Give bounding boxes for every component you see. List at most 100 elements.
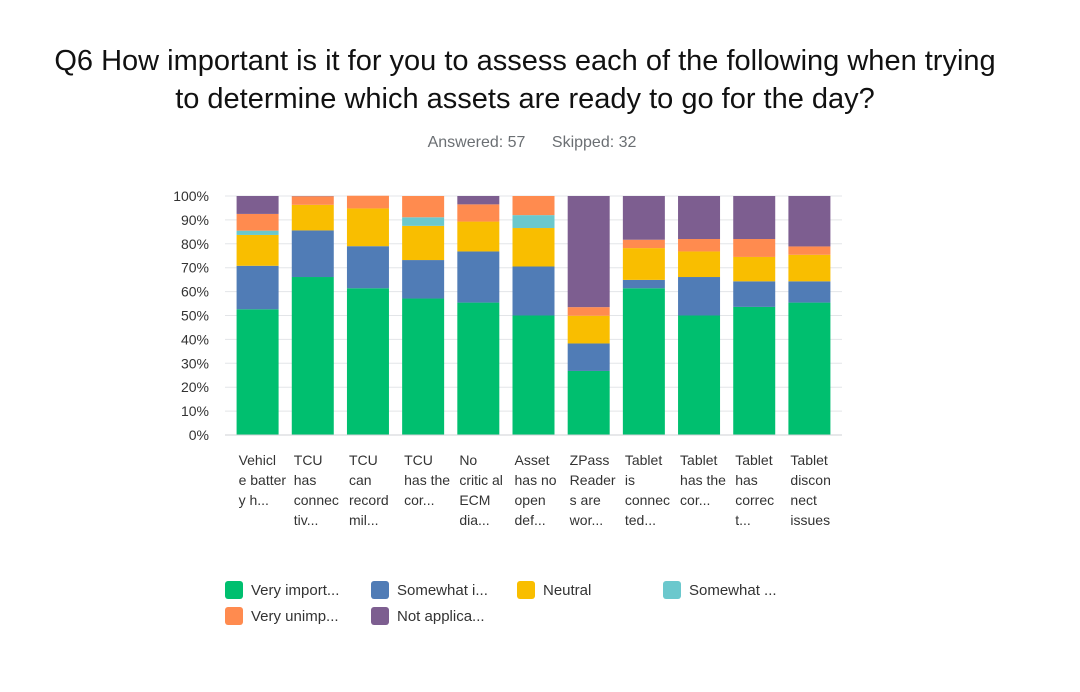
bar-segment[interactable] (788, 254, 831, 282)
bar-segment[interactable] (512, 315, 555, 436)
legend-label: Somewhat ... (689, 581, 777, 599)
y-tick-label: 40% (181, 331, 209, 347)
answered-count: Answered: 57 (427, 134, 526, 151)
bar-segment[interactable] (788, 246, 831, 255)
x-category-label: Tablet has the cor... (680, 452, 726, 508)
chart-title: Q6 How important is it for you to assess… (20, 42, 1030, 118)
bar-segment[interactable] (402, 225, 445, 261)
bar-segment[interactable] (402, 260, 445, 299)
x-category-label: Tablet has correc t... (735, 452, 775, 528)
bar-segment[interactable] (512, 196, 555, 216)
bar-segment[interactable] (236, 234, 279, 266)
legend-swatch (225, 607, 243, 625)
bar-segment[interactable] (678, 239, 721, 252)
legend-swatch (371, 581, 389, 599)
bar-segment[interactable] (457, 221, 500, 252)
bar-segment[interactable] (788, 196, 831, 247)
x-category-label: Vehicl e batter y h... (238, 452, 287, 508)
bar-segment[interactable] (622, 288, 665, 435)
bar-segment[interactable] (402, 217, 445, 226)
y-tick-label: 50% (181, 308, 209, 324)
bar-segment[interactable] (733, 239, 776, 257)
x-category-label: Tablet is connec ted... (624, 452, 671, 528)
bar-segment[interactable] (678, 315, 721, 436)
bar-segment[interactable] (291, 196, 334, 205)
x-category-label: TCU has connec tiv... (293, 452, 339, 528)
bar-segment[interactable] (346, 195, 389, 209)
legend-swatch (663, 581, 681, 599)
legend-label: Very import... (251, 581, 340, 599)
x-category-label: TCU has the cor... (404, 452, 451, 508)
bar-segment[interactable] (512, 215, 555, 229)
legend-swatch (225, 581, 243, 599)
bar-segment[interactable] (678, 277, 721, 316)
bar-segment[interactable] (622, 279, 665, 289)
bar-segment[interactable] (622, 248, 665, 280)
legend-label: Somewhat i... (397, 581, 488, 599)
legend-item[interactable]: Very unimp... (225, 605, 339, 627)
response-stats: Answered: 57 Skipped: 32 (0, 134, 1064, 152)
bar-segment[interactable] (291, 277, 334, 435)
legend-item[interactable]: Somewhat i... (371, 579, 488, 601)
bar-segment[interactable] (236, 309, 279, 435)
legend-item[interactable]: Very import... (225, 579, 339, 601)
bar-segment[interactable] (236, 265, 279, 310)
bar-segment[interactable] (346, 208, 389, 247)
skipped-count: Skipped: 32 (551, 134, 637, 151)
bar-segment[interactable] (567, 343, 610, 371)
bar-segment[interactable] (788, 302, 831, 435)
bar-segment[interactable] (678, 251, 721, 278)
x-category-label: ZPass Reader s are wor... (569, 452, 616, 528)
x-category-label: Tablet discon nect issues (790, 452, 831, 528)
bar-segment[interactable] (788, 281, 831, 303)
y-tick-label: 70% (181, 260, 209, 276)
y-tick-label: 80% (181, 236, 209, 252)
bar-segment[interactable] (678, 196, 721, 240)
y-tick-label: 60% (181, 284, 209, 300)
legend-item[interactable]: Somewhat ... (663, 579, 777, 601)
x-category-label: Asset has no open def... (514, 452, 557, 528)
bar-segment[interactable] (567, 307, 610, 316)
legend-label: Not applica... (397, 607, 485, 625)
x-category-label: TCU can record mil... (348, 452, 389, 528)
bar-segment[interactable] (346, 246, 389, 289)
x-category-label: No critic al ECM dia... (459, 452, 503, 528)
bar-segment[interactable] (236, 196, 279, 214)
bar-segment[interactable] (733, 306, 776, 435)
bar-segment[interactable] (291, 230, 334, 278)
chart-title-line-1: Q6 How important is it for you to assess… (54, 45, 996, 77)
y-tick-label: 90% (181, 212, 209, 228)
y-tick-label: 20% (181, 379, 209, 395)
bar-segment[interactable] (457, 251, 500, 303)
legend-swatch (371, 607, 389, 625)
bar-segment[interactable] (402, 298, 445, 435)
bar-segment[interactable] (733, 256, 776, 282)
bar-segment[interactable] (622, 239, 665, 249)
legend-item[interactable]: Not applica... (371, 605, 485, 627)
bar-segment[interactable] (457, 302, 500, 435)
bar-segment[interactable] (567, 315, 610, 344)
legend-label: Very unimp... (251, 607, 339, 625)
bar-segment[interactable] (733, 281, 776, 307)
bar-segment[interactable] (291, 204, 334, 231)
bar-segment[interactable] (236, 230, 279, 235)
bar-segment[interactable] (402, 196, 445, 218)
y-tick-label: 100% (173, 188, 209, 204)
bar-segment[interactable] (512, 228, 555, 267)
bar-segment[interactable] (346, 288, 389, 435)
bar-segment[interactable] (457, 204, 500, 222)
bar-segment[interactable] (622, 196, 665, 240)
bar-segment[interactable] (733, 196, 776, 240)
bar-segment[interactable] (236, 213, 279, 231)
y-tick-label: 10% (181, 403, 209, 419)
y-tick-label: 30% (181, 355, 209, 371)
bar-segment[interactable] (512, 266, 555, 316)
legend-label: Neutral (543, 581, 592, 599)
bar-segment[interactable] (567, 196, 610, 308)
legend-item[interactable]: Neutral (517, 579, 591, 601)
legend-swatch (517, 581, 535, 599)
y-tick-label: 0% (189, 427, 209, 443)
bar-segment[interactable] (457, 196, 500, 205)
bar-segment[interactable] (567, 370, 610, 435)
